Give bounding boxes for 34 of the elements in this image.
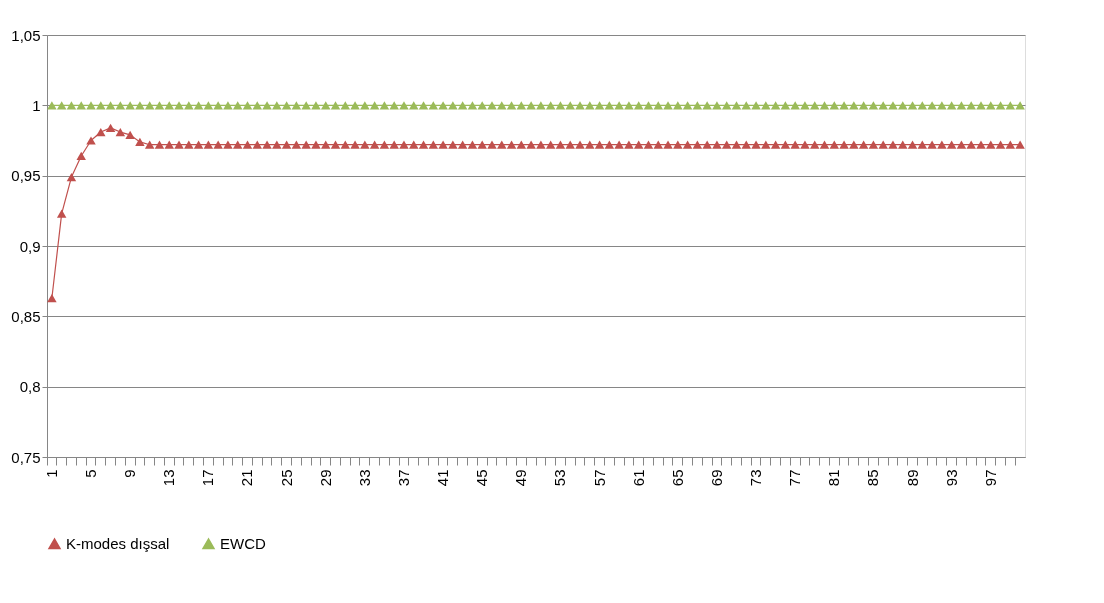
x-tick-label: 81 — [825, 469, 843, 487]
y-tick-label: 1,05 — [11, 26, 41, 44]
x-tick-label: 45 — [473, 469, 491, 487]
x-tick-label: 13 — [160, 469, 178, 487]
x-tick-label: 85 — [864, 469, 882, 487]
x-tick-label: 17 — [199, 469, 217, 487]
x-tick-label: 73 — [747, 469, 765, 487]
y-tick-label: 0,95 — [11, 167, 41, 185]
y-tick-label: 0,85 — [11, 307, 41, 325]
x-tick-label: 5 — [82, 469, 100, 478]
x-tick-label: 65 — [668, 469, 686, 487]
x-tick-label: 57 — [590, 469, 608, 487]
y-tick-label: 0,8 — [19, 378, 41, 396]
y-tick-label: 0,75 — [11, 448, 41, 466]
x-tick-label: 21 — [238, 469, 256, 487]
x-tick-label: 37 — [394, 469, 412, 487]
x-tick-label: 29 — [316, 469, 334, 487]
x-tick-label: 1 — [42, 469, 60, 478]
x-tick-label: 49 — [512, 469, 530, 487]
x-tick-label: 9 — [121, 469, 139, 478]
x-tick-label: 25 — [277, 469, 295, 487]
x-tick-label: 93 — [942, 469, 960, 487]
x-tick-label: 97 — [981, 469, 999, 487]
x-tick-label: 53 — [551, 469, 569, 487]
x-tick-label: 77 — [786, 469, 804, 487]
x-tick-label: 89 — [903, 469, 921, 487]
x-tick-label: 69 — [707, 469, 725, 487]
x-tick-label: 33 — [355, 469, 373, 487]
y-tick-label: 0,9 — [19, 237, 41, 255]
legend-label: EWCD — [220, 534, 266, 552]
x-tick-label: 61 — [629, 469, 647, 487]
y-tick-label: 1 — [32, 96, 41, 114]
x-tick-label: 41 — [434, 469, 452, 487]
legend-label: K-modes dışsal — [66, 534, 170, 552]
